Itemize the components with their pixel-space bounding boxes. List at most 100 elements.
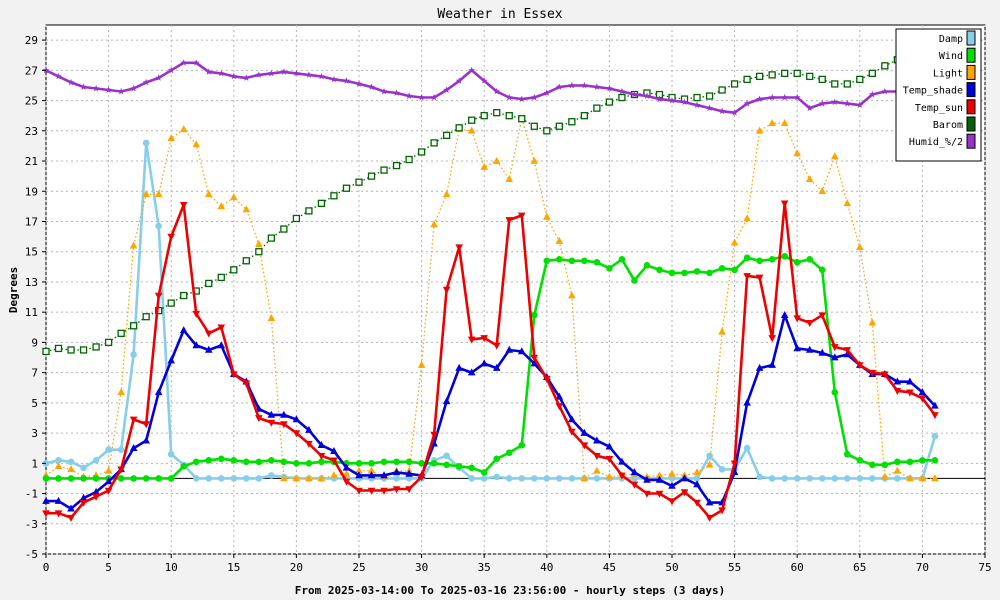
series-line: [45, 118, 935, 480]
data-point: [54, 510, 63, 518]
data-point: [756, 473, 763, 481]
data-point: [768, 71, 776, 79]
data-point: [255, 475, 263, 482]
data-point: [881, 371, 889, 379]
legend-swatch: [966, 133, 976, 149]
data-point: [580, 112, 589, 120]
data-point: [730, 460, 739, 468]
data-point: [392, 486, 401, 494]
data-point: [593, 466, 601, 474]
data-point: [893, 387, 902, 395]
data-point: [267, 410, 276, 418]
data-point: [793, 69, 801, 78]
data-point: [192, 59, 200, 66]
data-point: [543, 89, 551, 96]
data-point: [881, 62, 889, 70]
data-point: [342, 469, 351, 477]
data-point: [693, 101, 701, 108]
data-point: [505, 449, 513, 457]
y-tick-label: 13: [25, 276, 38, 289]
data-point: [268, 472, 275, 479]
series-line: [46, 313, 936, 511]
data-point: [768, 475, 776, 482]
y-tick-label: 1: [31, 457, 38, 470]
data-point: [217, 475, 225, 482]
data-point: [317, 452, 326, 460]
data-point: [518, 115, 526, 123]
data-point: [305, 474, 313, 482]
y-tick-label: 29: [25, 34, 38, 47]
data-point: [380, 487, 388, 495]
data-point: [230, 456, 238, 464]
data-point: [806, 475, 814, 482]
data-point: [217, 69, 225, 77]
data-point: [230, 193, 238, 201]
data-point: [568, 475, 576, 482]
x-tick-label: 50: [665, 561, 678, 574]
data-point: [680, 489, 689, 497]
data-point: [556, 255, 563, 263]
data-point: [217, 341, 226, 349]
data-point: [192, 341, 201, 349]
data-point: [79, 499, 88, 507]
data-point: [919, 456, 926, 464]
data-point: [167, 233, 175, 241]
data-point: [180, 59, 188, 66]
data-point: [105, 86, 112, 93]
data-point: [480, 162, 488, 170]
data-point: [718, 107, 726, 115]
data-point: [868, 69, 876, 78]
data-point: [179, 326, 188, 334]
data-point: [330, 75, 338, 83]
data-point: [455, 463, 463, 470]
data-point: [104, 466, 113, 474]
y-tick-label: 3: [31, 427, 38, 440]
data-point: [605, 472, 614, 480]
data-point: [430, 139, 438, 147]
data-point: [42, 510, 50, 518]
data-point: [305, 440, 313, 448]
data-point: [668, 475, 676, 482]
data-point: [280, 474, 288, 482]
data-point: [818, 266, 826, 274]
data-point: [405, 92, 413, 99]
data-point: [468, 475, 475, 482]
data-point: [179, 125, 188, 133]
data-point: [768, 119, 776, 127]
data-point: [568, 415, 576, 423]
data-point: [67, 78, 75, 86]
data-point: [342, 463, 351, 471]
data-point: [530, 311, 538, 319]
data-point: [318, 458, 325, 466]
data-point: [580, 442, 589, 450]
data-point: [630, 481, 639, 489]
data-point: [843, 100, 851, 107]
data-point: [480, 77, 488, 84]
data-point: [606, 84, 613, 92]
data-point: [167, 299, 175, 307]
data-point: [631, 277, 638, 284]
data-point: [255, 458, 263, 466]
legend: Damp Wind Light Temp_shade Temp_sun Barom Humi…: [895, 28, 982, 162]
data-point: [556, 475, 563, 482]
data-point: [380, 458, 388, 466]
data-point: [643, 475, 651, 483]
y-tick-label: 11: [25, 306, 38, 319]
data-point: [79, 493, 88, 501]
data-point: [317, 199, 326, 207]
chart-title: Weather in Essex: [437, 7, 562, 22]
data-point: [417, 474, 426, 482]
data-point: [843, 475, 851, 482]
data-point: [555, 392, 564, 400]
data-point: [80, 83, 87, 90]
data-point: [42, 496, 50, 504]
data-point: [768, 93, 776, 101]
data-point: [355, 471, 363, 479]
data-point: [268, 456, 275, 464]
data-point: [105, 446, 112, 454]
data-point: [292, 214, 301, 223]
data-point: [805, 174, 814, 182]
data-point: [843, 450, 851, 458]
data-point: [243, 458, 250, 466]
legend-label: Light: [933, 68, 963, 79]
